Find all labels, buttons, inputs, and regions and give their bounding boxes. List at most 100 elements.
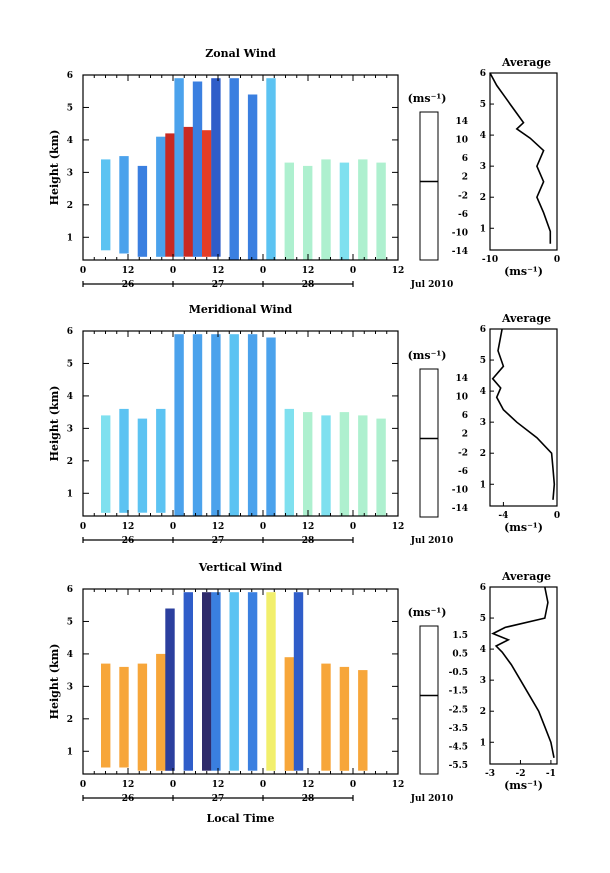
x-tick-label: 12 [122,780,135,790]
x-tick-label: 12 [392,522,405,532]
x-tick-label: 12 [392,780,405,790]
colorbar-tick-label: -1.5 [449,687,468,697]
heatmap-cell [339,162,350,260]
colorbar-unit: (ms⁻¹) [408,92,447,105]
heatmap-cell [211,78,221,257]
colorbar-frame [419,625,439,775]
plot-frame [82,74,399,261]
avg-x-tick-label: -4 [498,511,508,521]
y-tick-label: 5 [67,103,73,113]
avg-y-tick-label: 6 [480,325,486,335]
avg-y-tick-label: 1 [480,480,486,490]
y-tick-label: 6 [67,71,73,81]
avg-y-tick-label: 2 [480,449,486,459]
colorbar-tick-label: 14 [455,374,468,384]
y-tick-label: 3 [67,682,73,692]
date-label: 28 [302,536,315,546]
x-tick-label: 12 [302,780,315,790]
heatmap-cell [229,334,239,516]
x-tick-label: 0 [350,266,356,276]
heatmap-cell [202,592,212,771]
heatmap-cell [156,653,166,771]
heatmap-cell [119,408,129,513]
heatmap-cell [266,337,276,516]
colorbar-tick-label: 14 [455,117,468,127]
x-tick-label: 12 [122,266,135,276]
avg-y-tick-label: 4 [480,387,486,397]
colorbar-tick-label: -2 [458,191,468,201]
x-tick-label: 0 [80,780,86,790]
avg-y-tick-label: 3 [480,676,486,686]
y-tick-label: 5 [67,617,73,627]
colorbar-frame [419,368,439,518]
heatmap-cell [174,78,184,257]
y-tick-label: 6 [67,327,73,337]
y-tick-label: 1 [67,747,73,757]
y-tick-label: 3 [67,424,73,434]
x-tick-label: 12 [212,780,225,790]
heatmap-cell [229,78,239,260]
average-title: Average [501,56,551,69]
heatmap-cell [183,126,193,257]
avg-y-tick-label: 5 [480,614,486,624]
heatmap-cell [284,408,294,516]
avg-y-tick-label: 3 [480,162,486,172]
y-tick-label: 5 [67,359,73,369]
colorbar-tick-label: -3.5 [449,724,468,734]
y-tick-label: 4 [67,650,73,660]
colorbar-tick-label: -2.5 [449,705,468,715]
date-label: 26 [122,280,135,290]
heatmap-cell [101,663,111,768]
avg-x-axis-label: (ms⁻¹) [504,265,543,278]
colorbar-tick-label: -5.5 [449,761,468,771]
x-tick-label: 0 [350,522,356,532]
heatmap-cell [339,412,350,516]
colorbar-tick-label: 10 [455,136,468,146]
heatmap-cell [137,418,148,513]
x-tick-label: 0 [260,266,266,276]
avg-y-tick-label: 1 [480,738,486,748]
x-tick-label: 0 [170,266,176,276]
plot-frame [82,330,399,517]
heatmap-cell [192,334,203,516]
heatmap-cell [266,78,276,260]
heatmap-cell [284,657,294,771]
colorbar-tick-label: 10 [455,393,468,403]
heatmap-cell [192,81,203,257]
avg-y-tick-label: 2 [480,707,486,717]
average-frame [489,328,558,507]
colorbar-tick-label: 2 [462,430,468,440]
y-tick-label: 6 [67,585,73,595]
colorbar-tick-label: -4.5 [449,742,468,752]
x-tick-label: 12 [302,266,315,276]
heatmap-cell [101,159,111,251]
avg-y-tick-label: 5 [480,356,486,366]
average-profile-line [491,586,555,758]
panel-title: Vertical Wind [198,561,283,574]
heatmap-cell [119,156,129,254]
y-tick-label: 2 [67,457,73,467]
y-tick-label: 2 [67,715,73,725]
heatmap-cell [303,412,313,516]
heatmap-cell [358,159,368,260]
colorbar-tick-label: 6 [462,411,468,421]
heatmap-cell [339,666,350,771]
x-tick-label: 0 [80,266,86,276]
month-label: Jul 2010 [410,794,453,804]
avg-x-tick-label: -1 [546,769,556,779]
avg-x-axis-label: (ms⁻¹) [504,521,543,534]
colorbar-tick-label: 2 [462,173,468,183]
colorbar-tick-label: -10 [452,485,468,495]
colorbar-unit: (ms⁻¹) [408,349,447,362]
date-label: 26 [122,794,135,804]
date-label: 27 [212,280,225,290]
avg-y-tick-label: 1 [480,224,486,234]
month-label: Jul 2010 [410,280,453,290]
avg-y-tick-label: 6 [480,583,486,593]
heatmap-cell [321,663,331,771]
avg-x-axis-label: (ms⁻¹) [504,779,543,792]
date-label: 28 [302,280,315,290]
heatmap-cell [376,162,386,260]
colorbar-tick-label: 0.5 [452,650,468,660]
